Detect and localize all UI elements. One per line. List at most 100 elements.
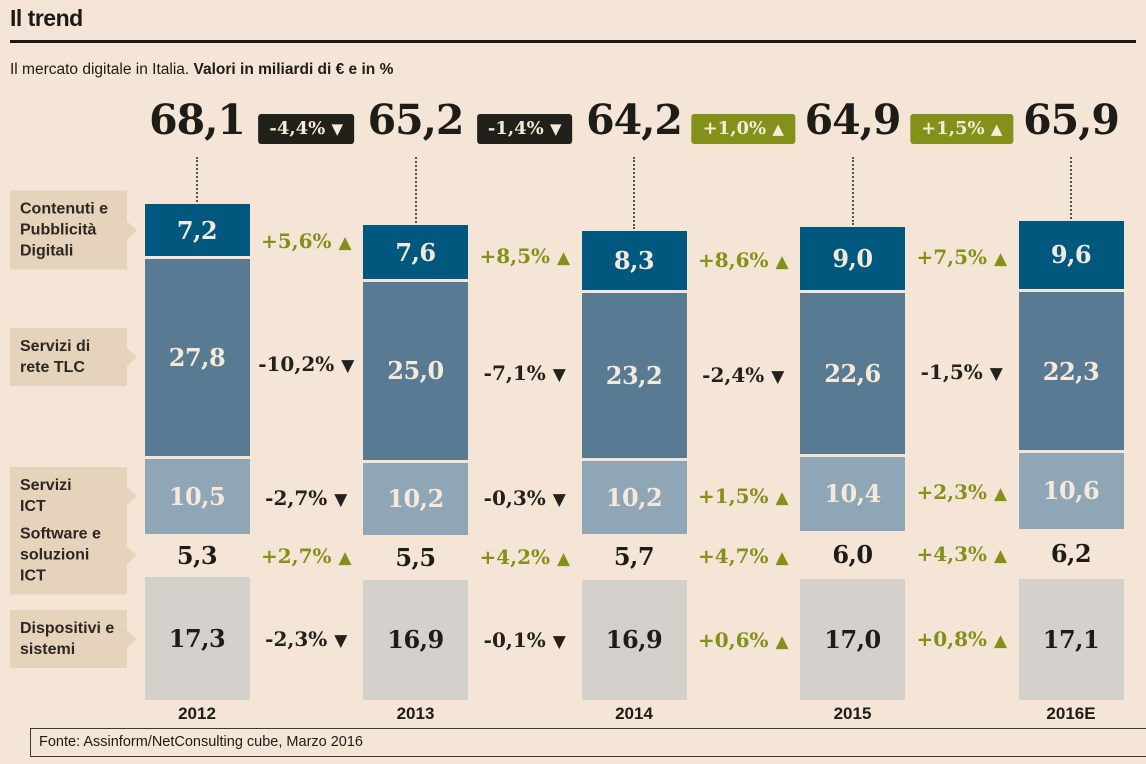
down-triangle-icon: ▼ <box>552 632 566 652</box>
segment-change-label: +2,7% ▲ <box>260 544 352 569</box>
row-label-chip: Servizi ICT <box>10 467 137 526</box>
segment-value-label: 16,9 <box>387 625 444 655</box>
total-value: 65,9 <box>1023 96 1120 144</box>
row-label-line: ICT <box>20 498 46 516</box>
row-label-chip: Dispositivi e sistemi <box>10 609 137 668</box>
down-triangle-icon: ▼ <box>334 489 348 510</box>
segment-value-label: 7,2 <box>176 215 218 245</box>
bar-segment: 7,6 <box>363 225 468 280</box>
bar-segment: 5,7 <box>582 537 687 577</box>
segment-change-label: +4,7% ▲ <box>697 543 789 568</box>
row-label-line: Pubblicità <box>20 221 97 239</box>
segment-change-label: -1,5% ▼ <box>920 360 1003 385</box>
segment-value-label: 17,3 <box>168 624 226 654</box>
segment-value-label: 5,3 <box>176 540 218 570</box>
row-label-line: sistemi <box>20 640 76 658</box>
subtitle-bold: Valori in miliardi di € e in % <box>193 61 394 78</box>
row-label-line: Digitali <box>20 242 74 260</box>
segment-change-label: +4,2% ▲ <box>479 545 571 570</box>
segment-value-label: 16,9 <box>605 625 663 655</box>
segment-change-label: -7,1% ▼ <box>483 361 566 386</box>
bar-segment: 9,0 <box>800 226 905 291</box>
total-change-badge: +1,0% ▲ <box>691 114 795 144</box>
segment-change-label: -0,3% ▼ <box>483 486 566 511</box>
down-triangle-icon: ▼ <box>334 631 348 652</box>
segment-change-label: +8,6% ▲ <box>697 247 789 272</box>
down-triangle-icon: ▼ <box>552 490 566 511</box>
up-triangle-icon: ▲ <box>338 548 352 569</box>
row-label-line: soluzioni ICT <box>20 546 90 585</box>
total-connector-line <box>196 157 198 203</box>
bar-segment: 16,9 <box>363 580 468 700</box>
bar-segment: 10,2 <box>363 462 468 535</box>
segment-value-label: 9,6 <box>1050 240 1092 270</box>
down-triangle-icon: ▼ <box>552 365 566 386</box>
total-change-badge: -4,4% ▼ <box>258 114 355 144</box>
total-connector-line <box>414 157 417 224</box>
row-label-line: Servizi <box>20 477 72 495</box>
chip-pointer-icon <box>127 546 137 565</box>
segment-value-label: 10,5 <box>168 481 226 511</box>
row-label-chip: Servizi di rete TLC <box>10 328 137 387</box>
segment-value-label: 27,8 <box>168 342 226 372</box>
total-connector-line <box>633 157 635 230</box>
bar-segment: 25,0 <box>363 282 468 460</box>
bar-segment: 10,2 <box>581 461 687 534</box>
up-triangle-icon: ▲ <box>990 120 1003 138</box>
bar-segment: 22,6 <box>800 293 905 454</box>
segment-change-label: +0,6% ▲ <box>697 627 789 652</box>
total-change-badge: -1,4% ▼ <box>476 114 573 144</box>
bar-segment: 23,2 <box>581 293 687 459</box>
row-label-chip: Software e soluzioni ICT <box>10 515 137 595</box>
row-label-line: Dispositivi e <box>20 619 115 637</box>
row-label-line: Software e <box>20 525 101 543</box>
chart-subtitle: Il mercato digitale in Italia. Valori in… <box>10 61 393 79</box>
segment-change-label: +8,5% ▲ <box>479 244 571 269</box>
row-label-chip: Contenuti e Pubblicità Digitali <box>10 190 137 270</box>
total-value: 65,2 <box>367 96 465 144</box>
bar-segment: 9,6 <box>1018 220 1124 289</box>
bar-segment: 6,0 <box>800 534 905 577</box>
total-value: 64,2 <box>586 96 683 144</box>
up-triangle-icon: ▲ <box>556 549 571 570</box>
row-label-line: Contenuti e <box>20 200 108 218</box>
segment-change-label: +4,3% ▲ <box>916 542 1008 567</box>
down-triangle-icon: ▼ <box>331 120 344 138</box>
total-change-badge: +1,5% ▲ <box>910 114 1014 144</box>
bar-segment: 5,3 <box>145 537 250 575</box>
down-triangle-icon: ▼ <box>771 366 785 387</box>
segment-value-label: 10,2 <box>387 484 444 514</box>
subtitle-regular: Il mercato digitale in Italia. <box>10 61 194 78</box>
segment-value-label: 6,0 <box>832 540 873 570</box>
year-label: 2015 <box>833 704 872 723</box>
up-triangle-icon: ▲ <box>775 487 789 508</box>
up-triangle-icon: ▲ <box>993 484 1008 505</box>
year-label: 2012 <box>178 704 216 723</box>
bar-segment: 27,8 <box>144 258 250 456</box>
bar-segment: 22,3 <box>1018 291 1124 451</box>
bar-segment: 17,1 <box>1018 578 1124 700</box>
up-triangle-icon: ▲ <box>993 248 1008 269</box>
row-label-line: Servizi di <box>20 338 91 356</box>
segment-change-label: +0,8% ▲ <box>916 627 1008 652</box>
segment-value-label: 8,3 <box>613 246 655 276</box>
down-triangle-icon: ▼ <box>341 356 355 377</box>
segment-value-label: 10,4 <box>824 479 881 509</box>
row-label-line: rete TLC <box>20 359 85 377</box>
down-triangle-icon: ▼ <box>989 364 1003 385</box>
chip-pointer-icon <box>127 348 137 367</box>
segment-change-label: -0,1% ▼ <box>483 628 566 652</box>
segment-value-label: 9,0 <box>832 243 873 273</box>
segment-change-label: -2,7% ▼ <box>265 485 348 510</box>
segment-value-label: 5,7 <box>613 542 655 572</box>
segment-value-label: 10,2 <box>605 482 663 512</box>
page-title: Il trend <box>10 5 83 31</box>
bar-segment: 10,4 <box>800 456 905 531</box>
segment-value-label: 5,5 <box>395 542 436 572</box>
up-triangle-icon: ▲ <box>993 631 1008 652</box>
up-triangle-icon: ▲ <box>993 546 1008 567</box>
segment-change-label: -2,3% ▼ <box>265 627 348 652</box>
up-triangle-icon: ▲ <box>772 120 784 138</box>
total-value: 68,1 <box>149 96 246 144</box>
